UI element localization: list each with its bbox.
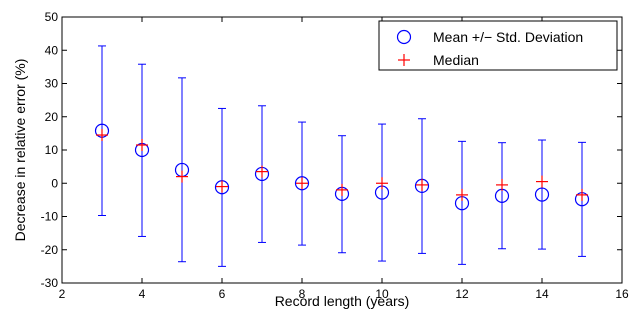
y-axis-label: Decrease in relative error (%) bbox=[12, 59, 28, 242]
mean-point bbox=[294, 176, 310, 191]
x-tick-label: 8 bbox=[299, 287, 306, 301]
median-point bbox=[296, 177, 308, 190]
x-tick-label: 14 bbox=[535, 287, 549, 301]
x-tick-label: 12 bbox=[455, 287, 469, 301]
median-point bbox=[536, 175, 548, 188]
legend: Mean +/− Std. Deviation Median bbox=[378, 20, 618, 71]
legend-median-marker bbox=[398, 54, 410, 66]
legend-median-label: Median bbox=[433, 52, 479, 68]
median-point bbox=[336, 183, 348, 196]
median-markers bbox=[96, 129, 588, 201]
y-tick-label: 30 bbox=[45, 77, 59, 91]
legend-mean-marker bbox=[396, 29, 412, 45]
x-tick-label: 6 bbox=[219, 287, 226, 301]
x-axis-label: Record length (years) bbox=[275, 293, 410, 309]
median-point bbox=[576, 188, 588, 201]
y-tick-label: 0 bbox=[51, 176, 58, 190]
median-point bbox=[216, 180, 228, 193]
median-point bbox=[416, 178, 428, 191]
median-point bbox=[136, 139, 148, 152]
mean-point bbox=[534, 187, 550, 202]
median-point bbox=[96, 129, 108, 142]
median-point bbox=[256, 165, 268, 178]
y-tick-label: 40 bbox=[45, 43, 59, 57]
y-axis: -30 -20 -10 0 10 20 30 40 50 bbox=[41, 10, 622, 290]
y-tick-label: 50 bbox=[45, 10, 59, 24]
y-tick-label: 10 bbox=[45, 143, 59, 157]
x-tick-label: 2 bbox=[59, 287, 66, 301]
y-tick-label: -30 bbox=[41, 276, 59, 290]
median-point bbox=[496, 178, 508, 191]
x-tick-label: 10 bbox=[375, 287, 389, 301]
median-point bbox=[456, 188, 468, 201]
x-tick-label: 16 bbox=[615, 287, 629, 301]
median-point bbox=[376, 177, 388, 190]
y-tick-label: -10 bbox=[41, 210, 59, 224]
x-tick-label: 4 bbox=[139, 287, 146, 301]
y-tick-label: 20 bbox=[45, 110, 59, 124]
median-point bbox=[176, 170, 188, 183]
y-tick-label: -20 bbox=[41, 243, 59, 257]
legend-mean-label: Mean +/− Std. Deviation bbox=[433, 29, 583, 45]
legend-box bbox=[378, 20, 618, 71]
